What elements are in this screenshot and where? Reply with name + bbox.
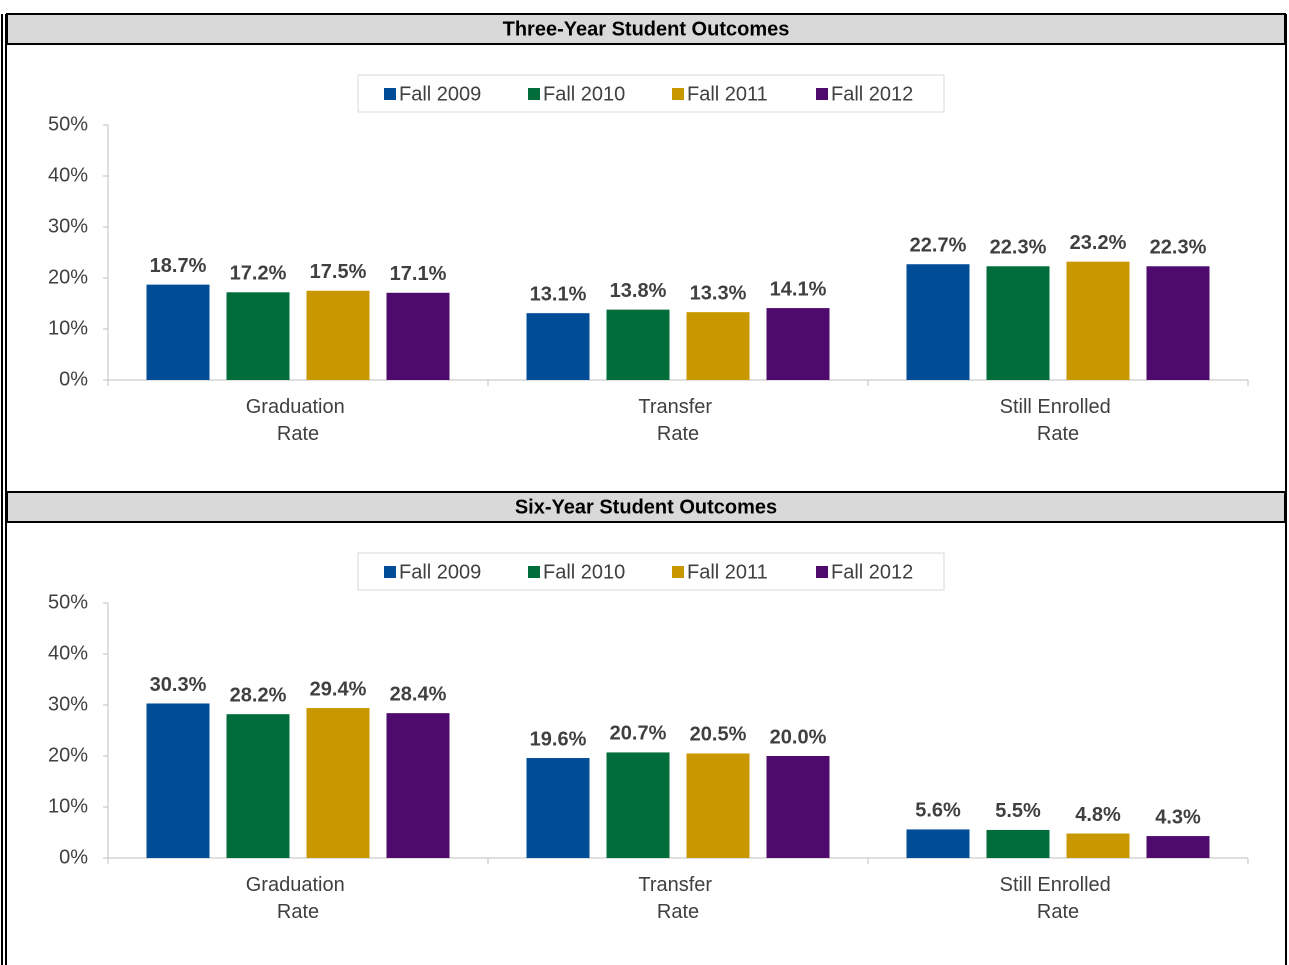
x-tick-label: Transfer Rate (638, 396, 717, 445)
bar (606, 752, 670, 858)
legend-swatch (816, 566, 828, 578)
y-tick-label: 40% (48, 164, 88, 186)
value-label: 29.4% (310, 678, 367, 700)
legend-swatch (672, 88, 684, 100)
bar (1146, 266, 1210, 380)
bar (766, 308, 830, 380)
header-bar (6, 491, 1286, 523)
y-tick-label: 50% (48, 591, 88, 613)
y-tick-label: 50% (48, 113, 88, 135)
y-tick-label: 0% (59, 368, 88, 390)
value-label: 5.5% (995, 800, 1041, 822)
y-tick-label: 20% (48, 266, 88, 288)
bar (986, 266, 1050, 380)
legend-label: Fall 2011 (687, 561, 768, 583)
value-label: 18.7% (150, 255, 207, 277)
bar (386, 713, 450, 858)
bar (306, 708, 370, 858)
y-tick-label: 30% (48, 215, 88, 237)
x-tick-label: Graduation Rate (246, 396, 351, 445)
bar (1146, 836, 1210, 858)
x-tick-label: Transfer Rate (638, 874, 717, 923)
bar (1066, 833, 1130, 858)
value-label: 17.5% (310, 261, 367, 283)
bar (906, 264, 970, 380)
y-tick-label: 10% (48, 795, 88, 817)
bar (226, 292, 290, 380)
value-label: 28.4% (390, 683, 447, 705)
bar (146, 284, 210, 380)
legend-label: Fall 2009 (399, 83, 481, 105)
bar (146, 703, 210, 858)
legend-box (357, 552, 945, 591)
bar (306, 290, 370, 380)
value-label: 17.1% (390, 263, 447, 285)
legend-swatch (672, 566, 684, 578)
y-tick-label: 40% (48, 642, 88, 664)
x-tick-label: Still Enrolled Rate (1000, 874, 1117, 923)
value-label: 22.7% (910, 235, 967, 257)
value-label: 5.6% (915, 800, 961, 822)
legend-swatch (528, 88, 540, 100)
bar (986, 829, 1050, 858)
legend-label: Fall 2010 (543, 561, 625, 583)
value-label: 22.3% (1150, 237, 1207, 259)
y-tick-label: 20% (48, 744, 88, 766)
value-label: 17.2% (230, 263, 287, 285)
value-label: 28.2% (230, 684, 287, 706)
bar (526, 313, 590, 380)
value-label: 20.7% (610, 723, 667, 745)
value-label: 13.1% (530, 283, 587, 305)
bar (386, 292, 450, 380)
legend-swatch (384, 88, 396, 100)
legend-label: Fall 2009 (399, 561, 481, 583)
value-label: 4.3% (1155, 806, 1201, 828)
bar (686, 753, 750, 858)
y-tick-label: 30% (48, 693, 88, 715)
x-tick-label: Graduation Rate (246, 874, 351, 923)
header-bar (6, 13, 1286, 45)
value-label: 20.0% (770, 726, 827, 748)
value-label: 13.8% (610, 280, 667, 302)
legend-label: Fall 2012 (831, 561, 913, 583)
legend-swatch (816, 88, 828, 100)
value-label: 13.3% (690, 282, 747, 304)
value-label: 19.6% (530, 728, 587, 750)
value-label: 20.5% (690, 724, 747, 746)
chart-title: Three-Year Student Outcomes (503, 18, 790, 40)
value-label: 14.1% (770, 278, 827, 300)
value-label: 23.2% (1070, 232, 1127, 254)
legend-label: Fall 2011 (687, 83, 768, 105)
y-tick-label: 0% (59, 846, 88, 868)
bar (686, 312, 750, 380)
legend-label: Fall 2010 (543, 83, 625, 105)
bar (526, 758, 590, 858)
legend-box (357, 74, 945, 113)
value-label: 30.3% (150, 674, 207, 696)
legend-label: Fall 2012 (831, 83, 913, 105)
value-label: 4.8% (1075, 804, 1121, 826)
bar (906, 829, 970, 858)
bar (766, 756, 830, 858)
bar (606, 309, 670, 380)
legend-swatch (528, 566, 540, 578)
legend-swatch (384, 566, 396, 578)
x-tick-label: Still Enrolled Rate (1000, 396, 1117, 445)
chart-title: Six-Year Student Outcomes (515, 496, 777, 518)
value-label: 22.3% (990, 237, 1047, 259)
y-tick-label: 10% (48, 317, 88, 339)
bar (226, 714, 290, 858)
bar (1066, 261, 1130, 380)
